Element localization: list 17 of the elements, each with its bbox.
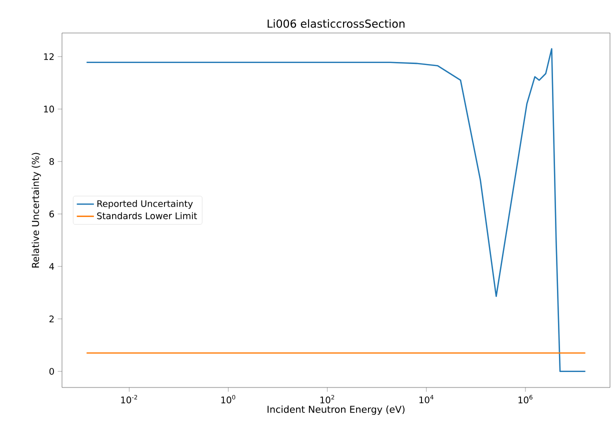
y-tick-label: 8 (49, 158, 54, 165)
x-tick-label: 10$^{2}$ (320, 394, 334, 404)
x-tick-label: 10$^{0}$ (221, 394, 236, 404)
x-tick-label: 10$^{-2}$ (121, 394, 138, 404)
y-tick-label: 10 (44, 106, 54, 112)
y-tick-label: 4 (49, 263, 54, 270)
x-axis-title: Incident Neutron Energy (eV) (268, 406, 404, 415)
legend-label: Standards Lower Limit (97, 212, 197, 220)
chart-title: Li006 elasticcrossSection (268, 19, 404, 28)
legend-label: Reported Uncertainty (97, 200, 193, 209)
y-tick-label: 0 (49, 368, 54, 375)
y-tick-label: 12 (44, 53, 54, 60)
y-axis-title: Relative Uncertainty (%) (32, 152, 41, 268)
x-tick-label: 10$^{6}$ (518, 394, 532, 404)
y-tick-label: 6 (49, 210, 54, 218)
y-tick-label: 2 (49, 316, 54, 322)
x-tick-label: 10$^{4}$ (419, 394, 434, 404)
